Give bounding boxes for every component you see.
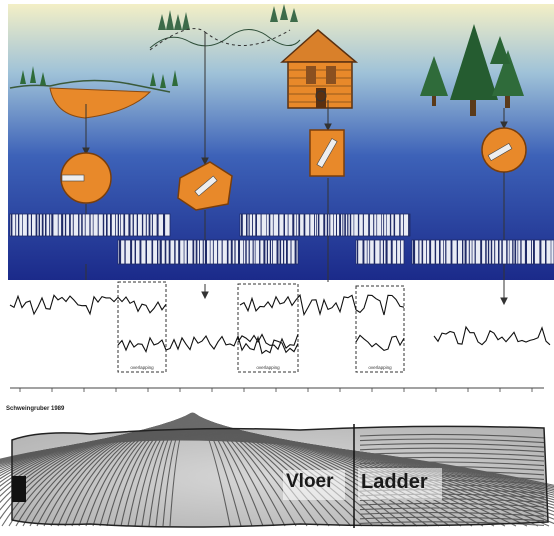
hill-trees-left xyxy=(158,4,298,30)
lake-section xyxy=(9,66,178,119)
overlap-labels: overlapping overlapping overlapping xyxy=(130,365,392,370)
horizon-forest xyxy=(149,29,301,49)
overlap-boxes xyxy=(117,281,405,373)
wood-samples xyxy=(60,127,527,211)
overlap-label-1: overlapping xyxy=(130,365,154,370)
dashed-lines xyxy=(149,28,291,51)
ring-barcodes xyxy=(9,213,554,265)
connector-arrows xyxy=(82,32,508,166)
overlap-label-3: overlapping xyxy=(368,365,392,370)
sample-disc-lake xyxy=(60,152,112,204)
time-axis xyxy=(10,387,544,392)
vloer-label: Vloer xyxy=(286,471,334,492)
sample-down-lines xyxy=(85,172,505,240)
curve-connectors xyxy=(85,236,508,306)
ring-width-curves xyxy=(9,293,551,355)
ladder-label: Ladder xyxy=(361,471,428,493)
overlap-label-2: overlapping xyxy=(256,365,280,370)
forest-illustration xyxy=(420,24,524,116)
figure-credit: Schweingruber 1989 xyxy=(6,406,65,412)
cabin-illustration xyxy=(280,29,359,109)
wood-photo xyxy=(0,412,554,528)
